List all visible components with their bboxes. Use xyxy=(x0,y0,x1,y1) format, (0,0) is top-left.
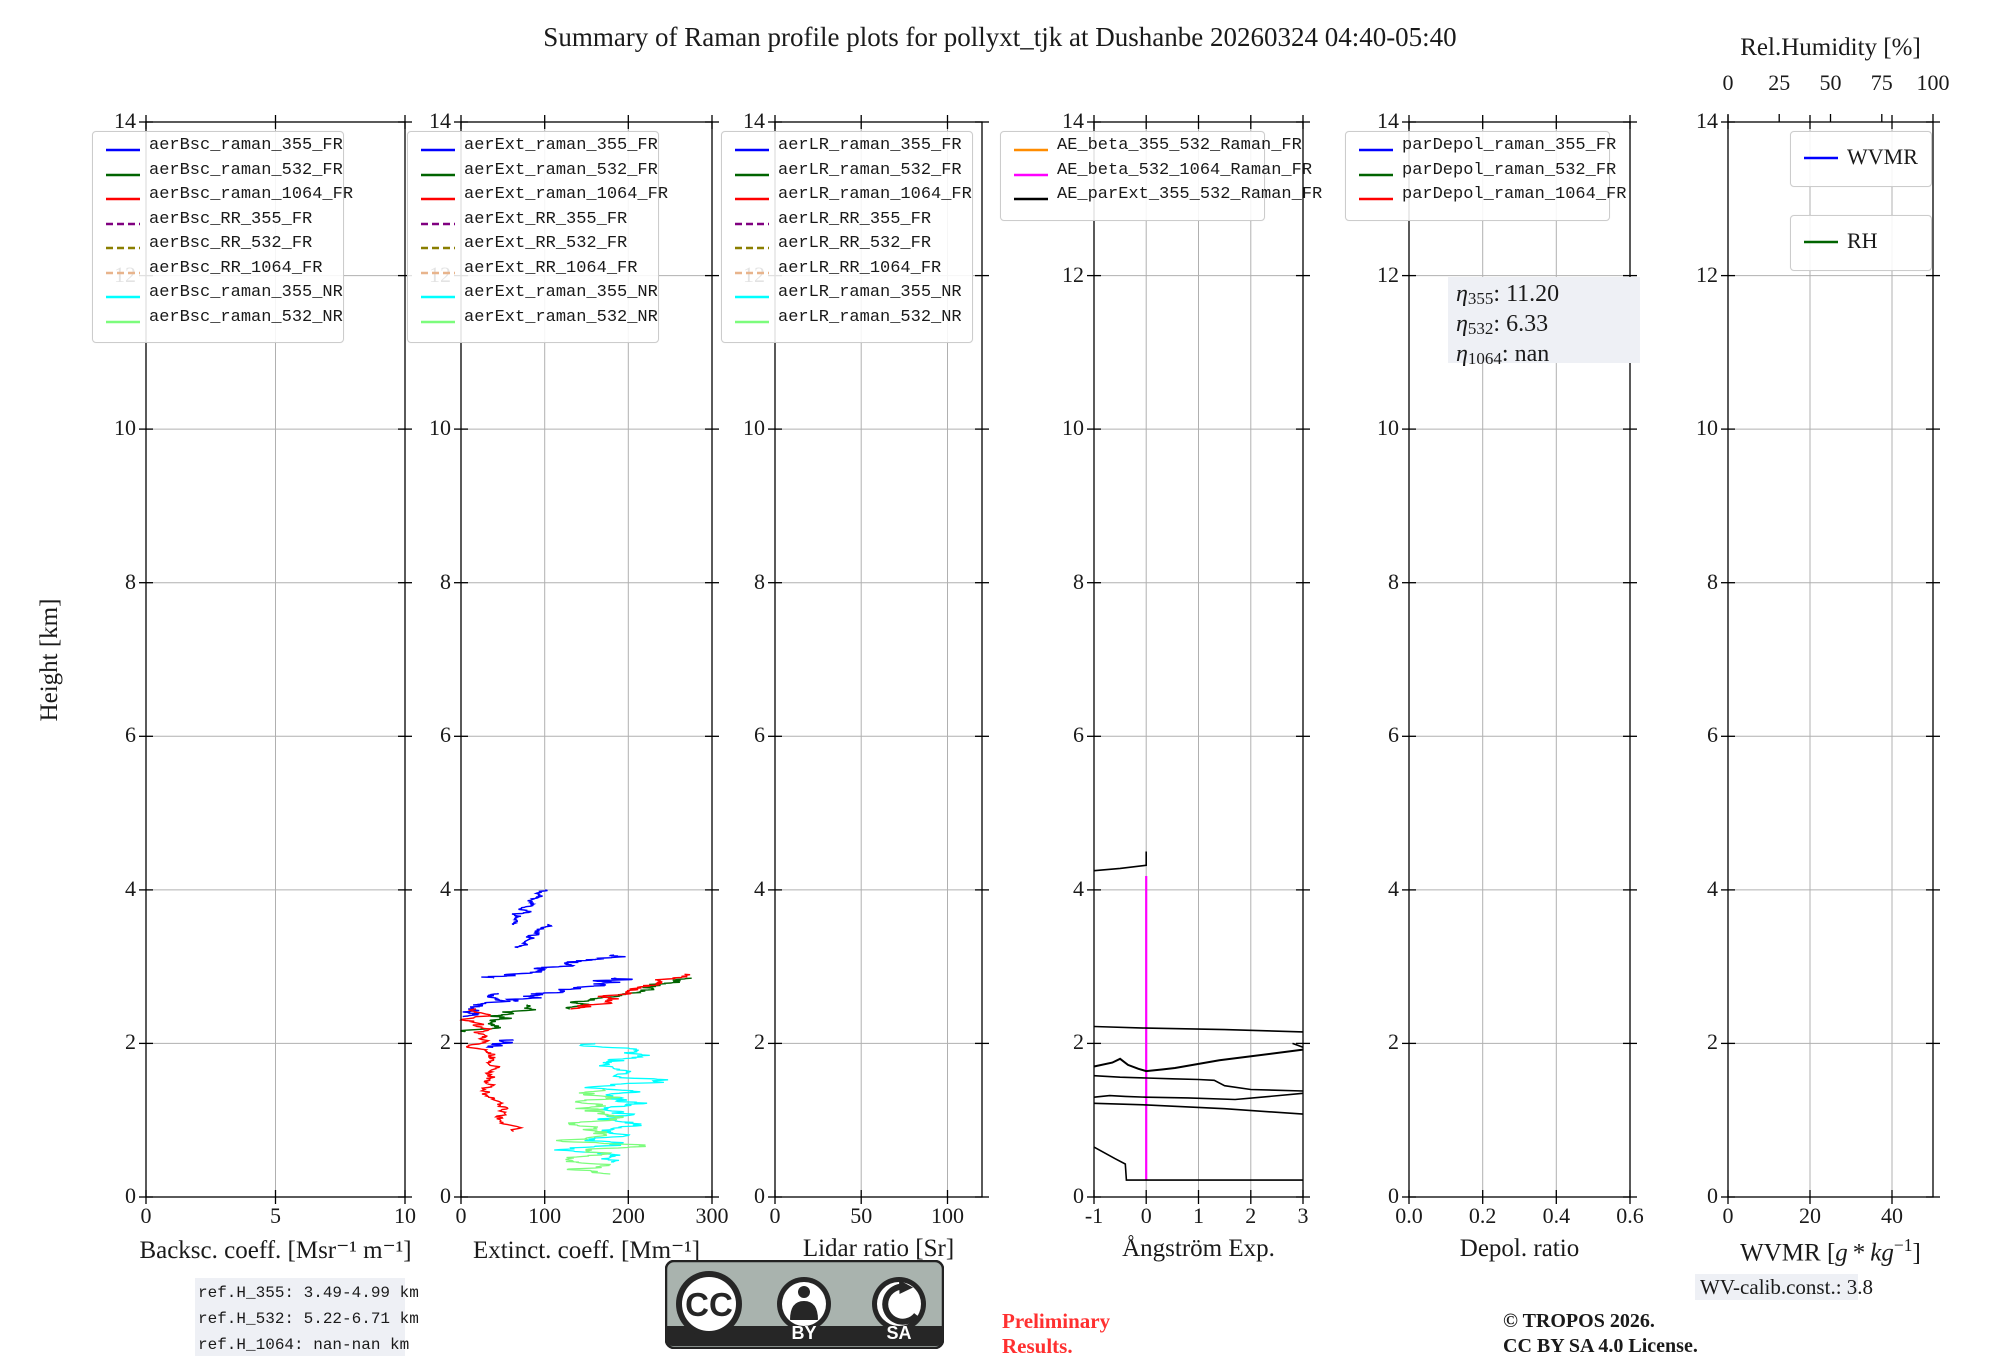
svg-text:CC: CC xyxy=(685,1286,733,1323)
svg-text:BY: BY xyxy=(791,1323,816,1343)
svg-text:SA: SA xyxy=(886,1323,911,1343)
